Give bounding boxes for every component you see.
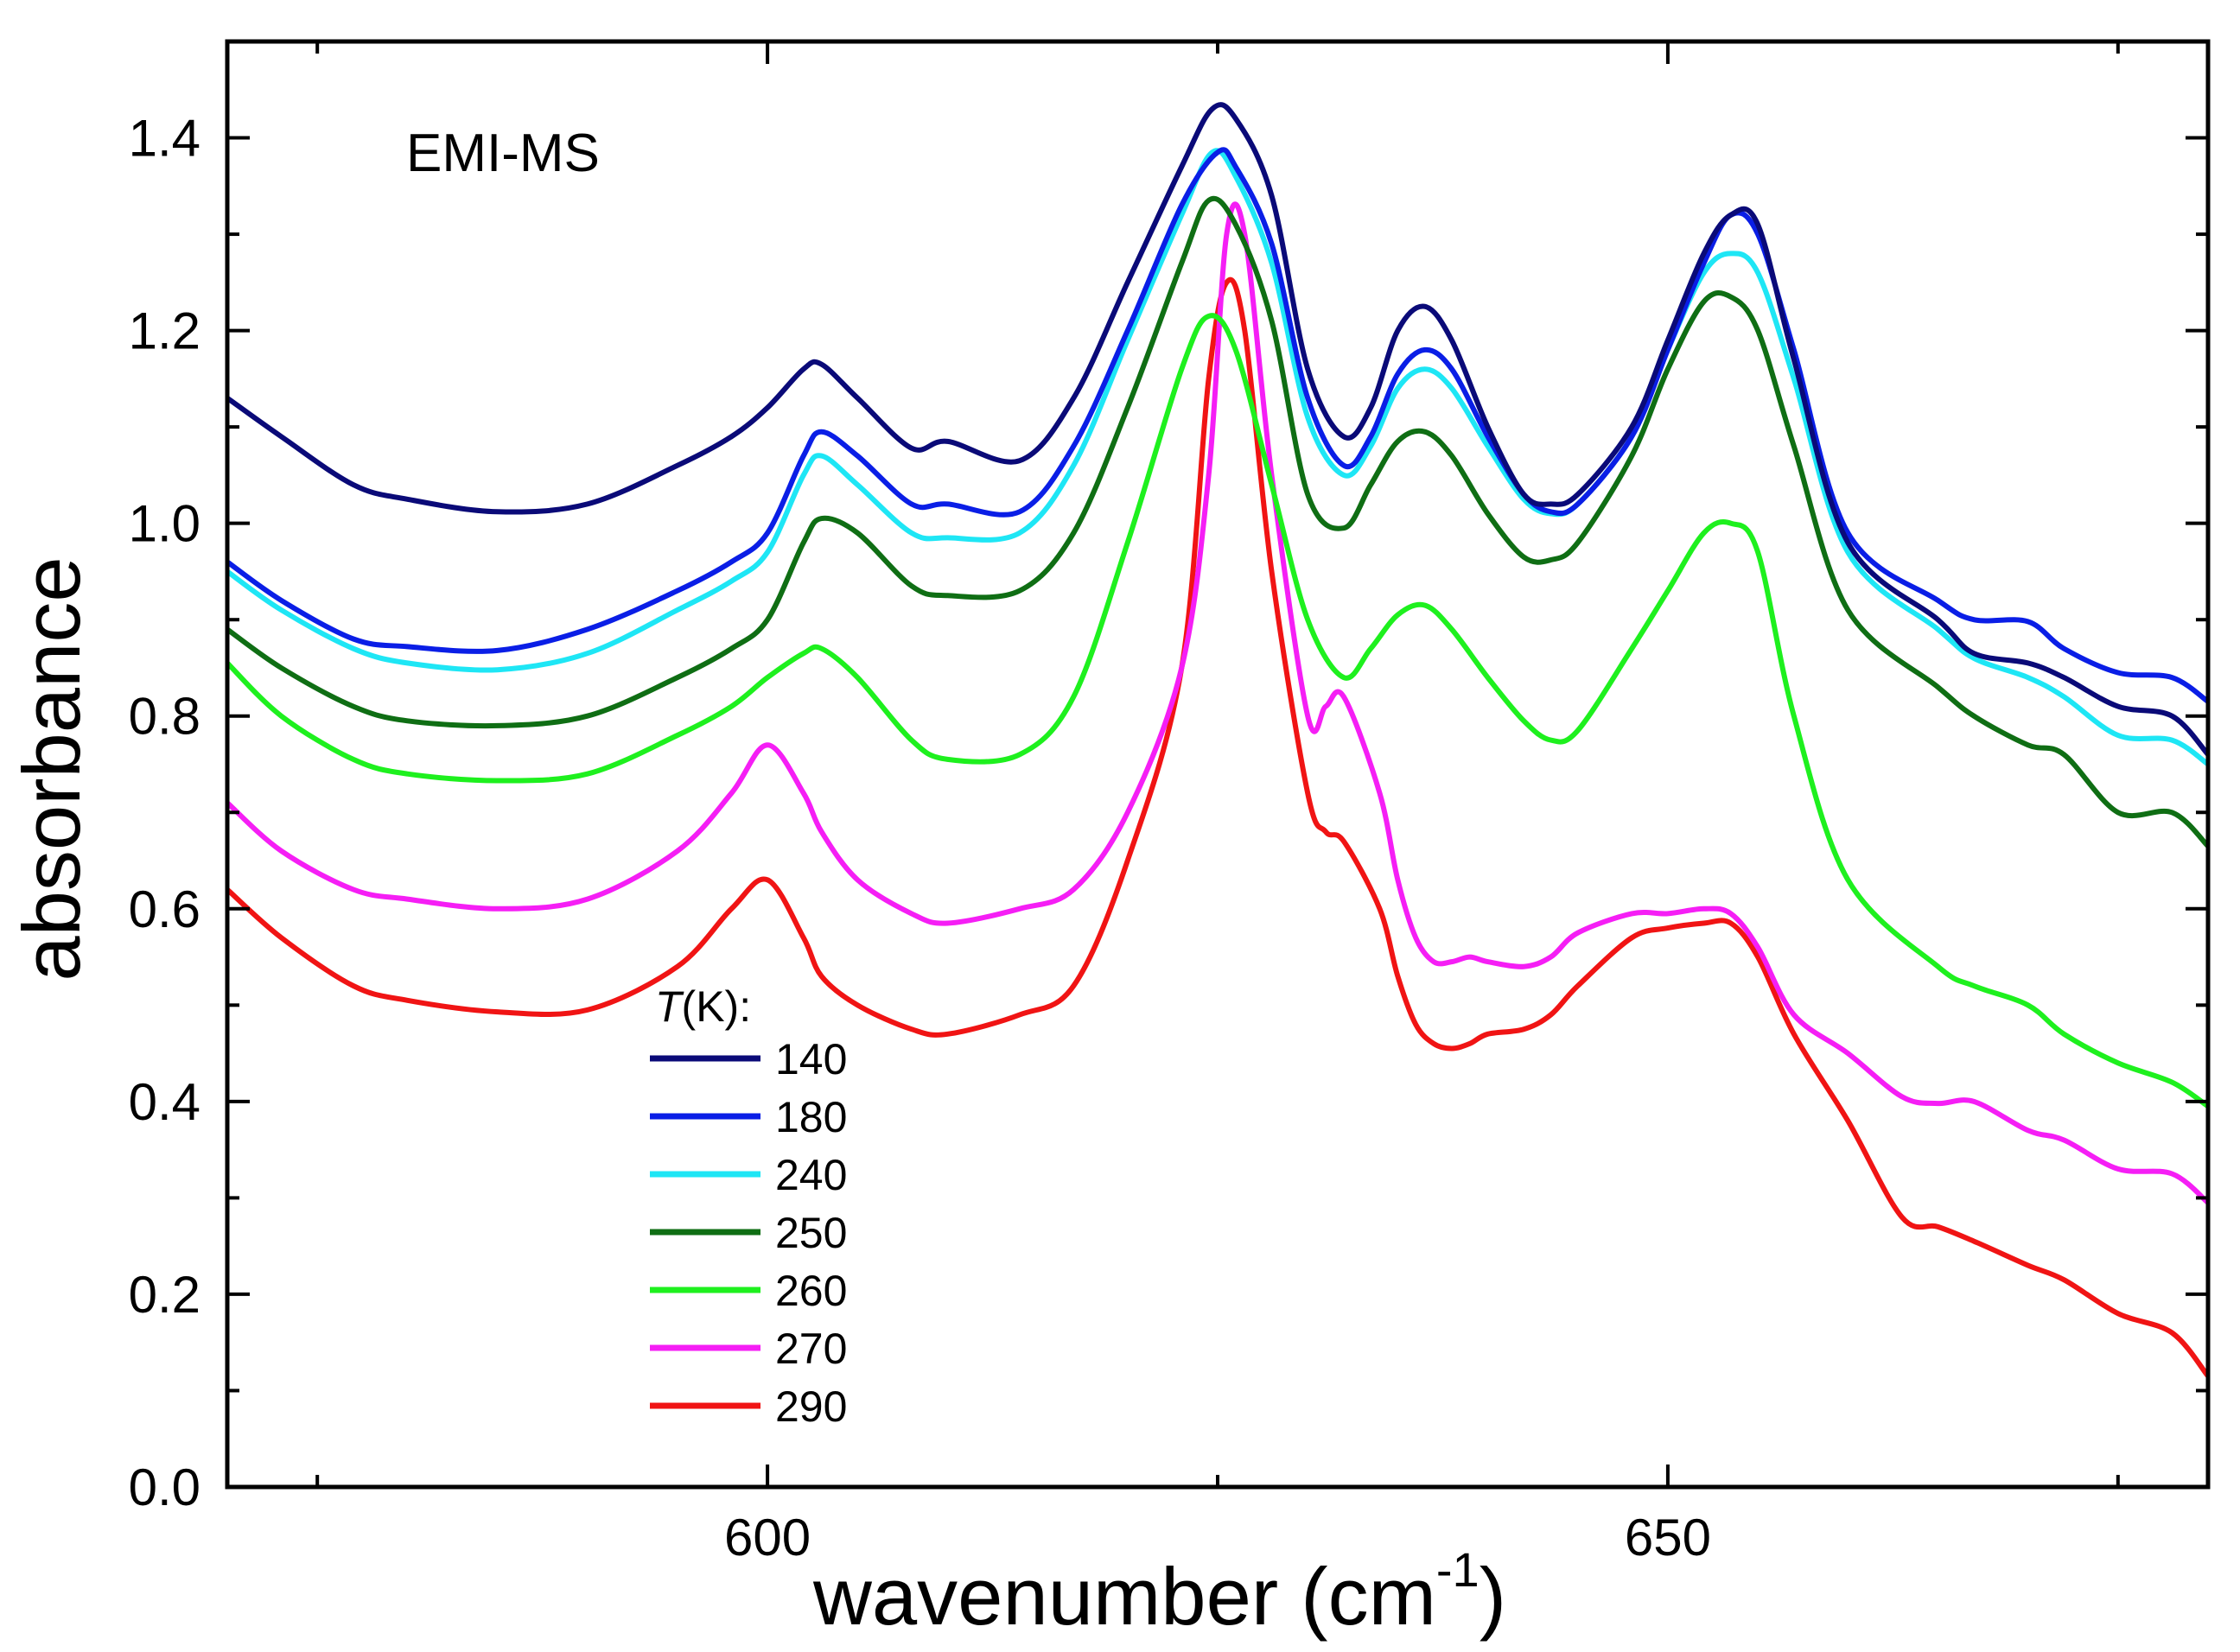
y-tick-label: 0.8 <box>129 688 200 746</box>
legend-label-270: 270 <box>775 1325 847 1373</box>
y-axis-title: absorbance <box>6 556 97 981</box>
y-tick-label: 0.0 <box>129 1458 200 1516</box>
series-line-270 <box>227 201 2208 1205</box>
x-tick-label: 650 <box>1625 1509 1711 1566</box>
x-axis-title-superscript: -1 <box>1436 1542 1480 1597</box>
y-tick-label: 0.6 <box>129 880 200 938</box>
series-line-290 <box>227 276 2208 1379</box>
legend: T(K): 140 180 240 250 260 270 290 <box>650 982 847 1431</box>
y-tick-label: 0.2 <box>129 1266 200 1324</box>
annotation-label: EMI-MS <box>406 124 600 183</box>
y-tick-label: 1.4 <box>129 110 200 168</box>
legend-title: T(K): <box>655 982 751 1031</box>
legend-label-290: 290 <box>775 1382 847 1431</box>
legend-label-180: 180 <box>775 1093 847 1141</box>
plot-frame <box>225 39 2211 1490</box>
y-tick-label: 0.4 <box>129 1073 200 1131</box>
series-line-260 <box>227 313 2208 1109</box>
y-tick-label: 1.0 <box>129 495 200 553</box>
series-line-140 <box>227 102 2208 758</box>
legend-label-240: 240 <box>775 1151 847 1199</box>
series-line-240 <box>227 148 2208 767</box>
x-tick-label: 600 <box>724 1509 811 1566</box>
legend-label-260: 260 <box>775 1267 847 1315</box>
x-axis-title-close: ) <box>1480 1551 1506 1642</box>
legend-label-250: 250 <box>775 1209 847 1257</box>
x-axis-title: wavenumber (cm-1) <box>812 1542 1506 1642</box>
legend-label-140: 140 <box>775 1035 847 1083</box>
y-tick-label: 1.2 <box>129 302 200 360</box>
series-line-180 <box>227 147 2208 704</box>
series-line-250 <box>227 195 2208 849</box>
